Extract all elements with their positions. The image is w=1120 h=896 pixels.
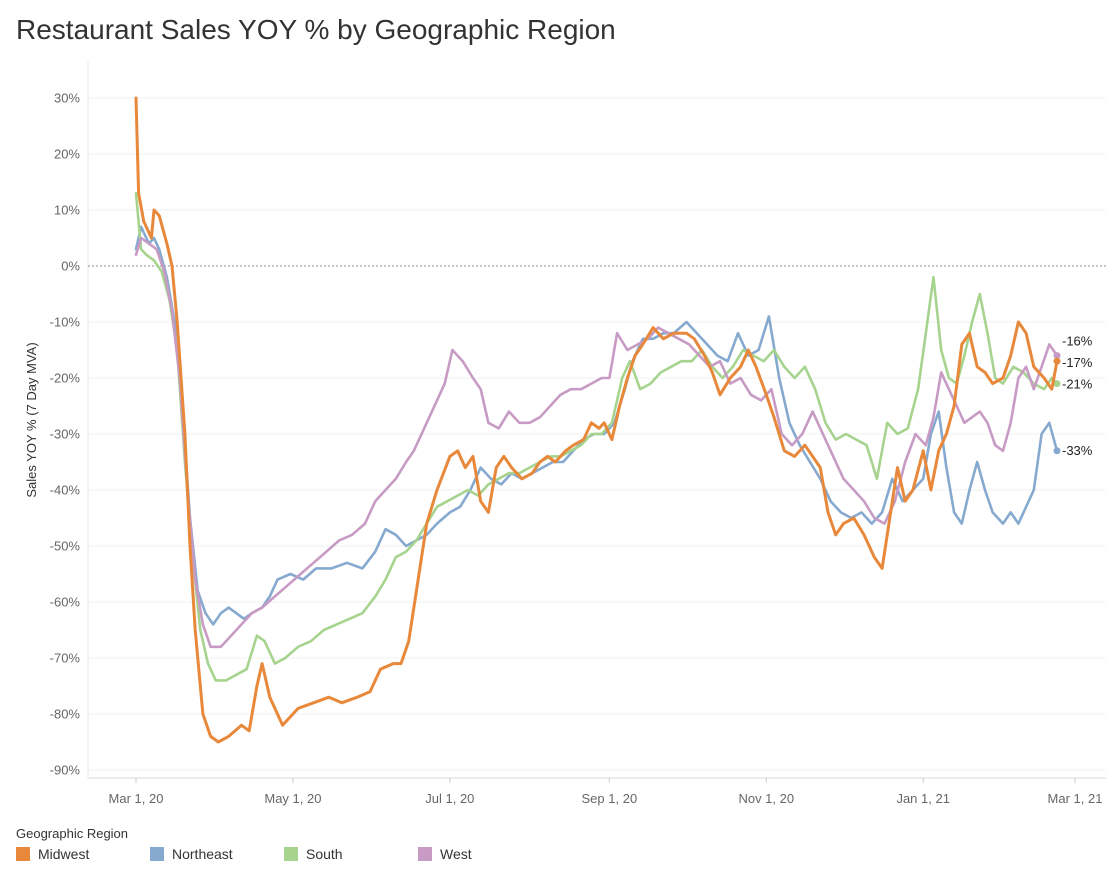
end-label-west: -16% [1062, 334, 1093, 349]
y-tick-label: -10% [50, 315, 81, 330]
end-label-midwest: -17% [1062, 355, 1093, 370]
y-tick-label: -50% [50, 539, 81, 554]
legend-label: South [306, 846, 343, 862]
legend-swatch [150, 847, 164, 861]
series-line-midwest [134, 96, 1059, 744]
legend-label: Northeast [172, 846, 233, 862]
y-tick-label: -20% [50, 371, 81, 386]
x-tick-label: May 1, 20 [264, 791, 321, 806]
legend-label: Midwest [38, 846, 90, 862]
end-label-northeast: -33% [1062, 443, 1093, 458]
line-chart: 30% 20% 10% 0% -10% -20% -30% -40% -50% -60% -70% -… [24, 62, 1106, 806]
x-tick-label: Nov 1, 20 [738, 791, 794, 806]
y-tick-label: 0% [61, 259, 80, 274]
y-tick-label: -30% [50, 427, 81, 442]
y-tick-label: -90% [50, 763, 81, 778]
x-tick-label: Mar 1, 20 [109, 791, 164, 806]
x-tick-label: Mar 1, 21 [1048, 791, 1103, 806]
x-tick-label: Jul 1, 20 [425, 791, 474, 806]
y-axis-label: Sales YOY % (7 Day MVA) [24, 342, 39, 497]
end-label-south: -21% [1062, 377, 1093, 392]
y-tick-label: 20% [54, 147, 80, 162]
y-tick-label: 10% [54, 203, 80, 218]
legend-swatch [418, 847, 432, 861]
y-tick-label: -40% [50, 483, 81, 498]
x-axis: Mar 1, 20 May 1, 20 Jul 1, 20 Sep 1, 20 Nov … [109, 778, 1103, 806]
grid [87, 62, 1106, 779]
end-labels: -16% -17% -21% -33% [1062, 334, 1093, 458]
legend-title: Geographic Region [16, 826, 129, 841]
legend-label: West [440, 846, 472, 862]
legend-item-midwest[interactable]: Midwest [16, 846, 89, 862]
legend-item-west[interactable]: West [418, 846, 472, 862]
legend-swatch [284, 847, 298, 861]
legend-item-south[interactable]: South [284, 846, 343, 862]
series-line-west [134, 236, 1059, 649]
series-end-marker-south [1053, 380, 1061, 388]
x-tick-label: Jan 1, 21 [896, 791, 950, 806]
legend: Geographic Region Midwest Northeast Sout… [16, 826, 472, 862]
y-axis: 30% 20% 10% 0% -10% -20% -30% -40% -50% -60% -70% -… [50, 91, 81, 778]
y-tick-label: -80% [50, 707, 81, 722]
series-end-marker-west [1053, 352, 1061, 360]
y-tick-label: -60% [50, 595, 81, 610]
x-tick-label: Sep 1, 20 [582, 791, 638, 806]
series-end-marker-northeast [1053, 447, 1061, 455]
legend-item-northeast[interactable]: Northeast [150, 846, 233, 862]
y-tick-label: 30% [54, 91, 80, 106]
series-group [134, 96, 1061, 744]
chart-title: Restaurant Sales YOY % by Geographic Reg… [16, 14, 616, 45]
legend-swatch [16, 847, 30, 861]
y-tick-label: -70% [50, 651, 81, 666]
series-end-marker-midwest [1053, 357, 1061, 365]
